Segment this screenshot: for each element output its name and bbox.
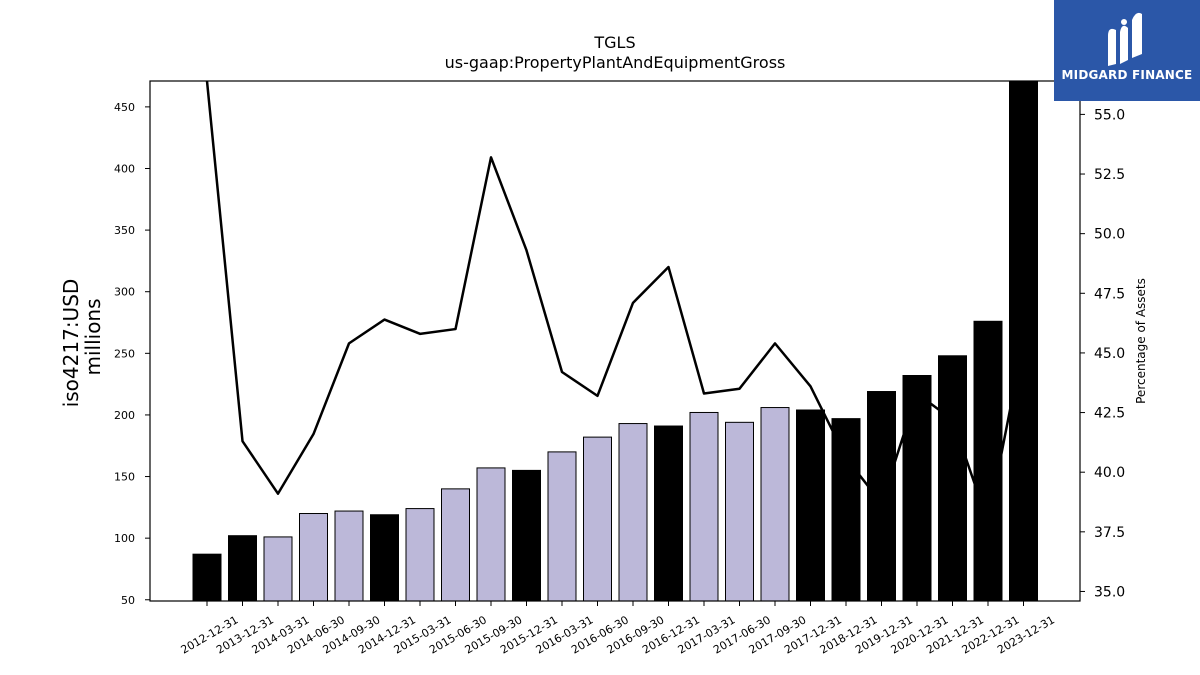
y2-tick-label: 47.5	[1094, 286, 1125, 302]
y-tick-label: 50	[121, 594, 135, 607]
bar-2018-12-31	[831, 418, 861, 602]
bar-2020-12-31	[902, 375, 932, 602]
bar-2016-09-30	[618, 423, 648, 602]
bar-2014-06-30	[299, 513, 328, 602]
y2-tick-label: 52.5	[1094, 167, 1125, 183]
y2-tick-label: 42.5	[1094, 406, 1125, 422]
pct-assets-line	[205, 80, 1025, 524]
chart-title: TGLS	[593, 33, 635, 52]
bar-2015-03-31	[405, 508, 435, 602]
y-tick-label: 250	[114, 347, 135, 360]
y2-tick-label: 35.0	[1094, 584, 1125, 600]
plot-frame	[149, 80, 1081, 602]
bar-2017-06-30	[725, 421, 754, 602]
bar-2015-09-30	[476, 467, 506, 602]
bar-2013-12-31	[228, 535, 257, 602]
y-axis-label-units: millions	[81, 298, 105, 375]
y-tick-label: 100	[114, 532, 135, 545]
bar-2014-12-31	[370, 514, 399, 602]
y2-axis-label: Percentage of Assets	[1134, 278, 1148, 404]
bar-2016-12-31	[654, 425, 683, 602]
bar-2017-09-30	[760, 407, 790, 602]
bar-2015-12-31	[512, 469, 541, 602]
y-tick-label: 300	[114, 286, 135, 299]
y2-tick-label: 45.0	[1094, 346, 1125, 362]
bar-2021-12-31	[938, 355, 967, 602]
line-series	[205, 80, 1025, 524]
bar-2015-06-30	[441, 488, 470, 602]
bar-2017-03-31	[689, 411, 719, 602]
y-tick-label: 350	[114, 224, 135, 237]
bar-2014-09-30	[334, 510, 364, 602]
bar-2016-03-31	[547, 451, 577, 602]
y-axis-label: iso4217:USD	[59, 279, 83, 408]
y2-tick-label: 40.0	[1094, 465, 1125, 481]
bar-2019-12-31	[867, 391, 896, 602]
bar-series	[192, 80, 1038, 602]
bar-2022-12-31	[973, 320, 1003, 602]
y-tick-label: 400	[114, 162, 135, 175]
brand-logo: MIDGARD FINANCE	[1054, 0, 1200, 101]
y-tick-label: 450	[114, 101, 135, 114]
bar-2017-12-31	[796, 409, 825, 602]
bar-2012-12-31	[192, 553, 222, 602]
y2-tick-label: 50.0	[1094, 227, 1125, 243]
y-axis-label-group: iso4217:USD millions	[59, 279, 105, 408]
y-tick-label: 150	[114, 471, 135, 484]
bar-2014-03-31	[263, 536, 293, 602]
midgard-logo-icon	[1108, 12, 1142, 66]
chart-subtitle: us-gaap:PropertyPlantAndEquipmentGross	[445, 53, 786, 72]
brand-name: MIDGARD FINANCE	[1061, 68, 1193, 82]
y2-tick-label: 55.0	[1094, 107, 1125, 123]
y-tick-label: 200	[114, 409, 135, 422]
bar-2016-06-30	[583, 436, 612, 602]
y2-tick-label: 37.5	[1094, 525, 1125, 541]
